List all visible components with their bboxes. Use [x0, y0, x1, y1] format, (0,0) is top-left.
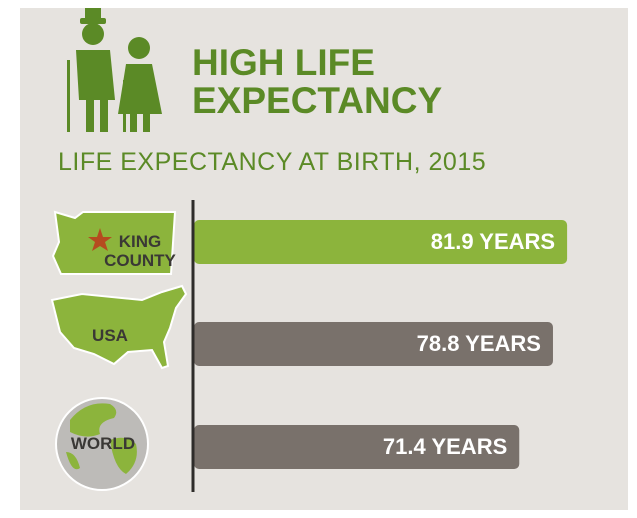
- title: HIGH LIFE EXPECTANCY: [192, 42, 443, 121]
- elderly-couple-icon: [67, 8, 162, 132]
- category-label: WORLD: [70, 434, 136, 453]
- category-label: KING COUNTY: [104, 232, 176, 270]
- subtitle: LIFE EXPECTANCY AT BIRTH, 2015: [58, 148, 487, 176]
- value-label: 71.4 YEARS: [383, 434, 507, 459]
- value-label: 81.9 YEARS: [431, 229, 555, 254]
- bar: [194, 220, 568, 264]
- value-label: 78.8 YEARS: [417, 331, 541, 356]
- bar: [194, 322, 553, 366]
- globe-icon: [55, 397, 149, 491]
- washington-icon: [51, 210, 177, 275]
- usa-icon: [50, 284, 188, 370]
- bar: [194, 425, 520, 469]
- category-label: USA: [92, 326, 128, 345]
- star-icon: [88, 228, 112, 251]
